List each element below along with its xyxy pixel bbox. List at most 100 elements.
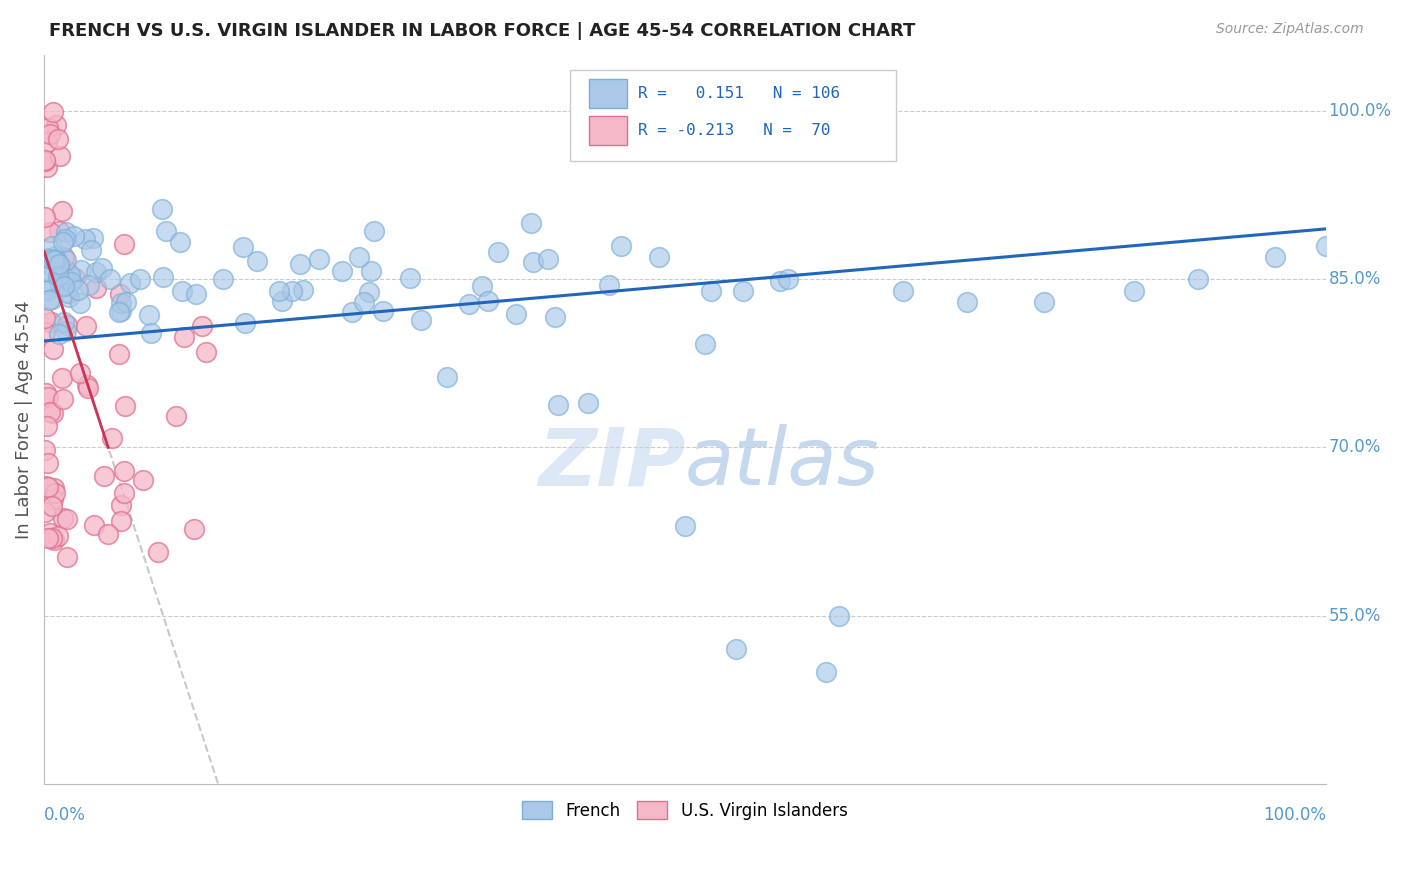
Point bbox=[62, 229, 84, 244]
Point bbox=[76, 378, 98, 392]
Point bbox=[42, 492, 65, 507]
Point bbox=[58, 268, 80, 282]
Point bbox=[112, 464, 135, 478]
Point bbox=[48, 224, 70, 238]
Point bbox=[138, 308, 160, 322]
Bar bbox=[589, 116, 627, 145]
Point bbox=[48, 259, 70, 273]
Point bbox=[110, 304, 132, 318]
Legend: French, U.S. Virgin Islanders: French, U.S. Virgin Islanders bbox=[516, 795, 855, 826]
Point bbox=[60, 275, 83, 289]
Point bbox=[48, 132, 70, 146]
Point bbox=[37, 456, 59, 470]
Point bbox=[35, 252, 58, 266]
Point bbox=[51, 371, 73, 385]
Point bbox=[34, 505, 56, 519]
Point bbox=[110, 295, 132, 310]
Point bbox=[576, 395, 599, 409]
Text: 85.0%: 85.0% bbox=[1329, 270, 1381, 288]
Point bbox=[118, 276, 141, 290]
Point bbox=[828, 608, 851, 623]
Text: R = -0.213   N =  70: R = -0.213 N = 70 bbox=[637, 123, 830, 137]
Point bbox=[45, 119, 67, 133]
Point bbox=[776, 272, 799, 286]
Point bbox=[48, 327, 70, 342]
Point bbox=[52, 511, 75, 525]
Point bbox=[152, 269, 174, 284]
Point bbox=[267, 284, 290, 298]
Point bbox=[41, 500, 63, 514]
Point bbox=[543, 310, 565, 324]
Point bbox=[37, 531, 59, 545]
Point bbox=[353, 295, 375, 310]
Point bbox=[769, 274, 792, 288]
Point bbox=[191, 319, 214, 334]
Point bbox=[34, 153, 56, 168]
Point bbox=[100, 272, 122, 286]
Point bbox=[69, 296, 91, 310]
Point bbox=[97, 527, 120, 541]
Text: 55.0%: 55.0% bbox=[1329, 607, 1381, 624]
Point bbox=[76, 380, 98, 394]
Point bbox=[35, 281, 58, 295]
Point bbox=[46, 269, 69, 284]
Point bbox=[270, 293, 292, 308]
Point bbox=[155, 224, 177, 238]
Point bbox=[42, 406, 65, 420]
Point bbox=[34, 211, 56, 225]
Point bbox=[80, 244, 103, 258]
Point bbox=[37, 135, 59, 149]
Point bbox=[673, 519, 696, 533]
Point bbox=[165, 409, 187, 423]
Point bbox=[52, 278, 75, 293]
Point bbox=[132, 473, 155, 487]
Point bbox=[114, 400, 136, 414]
Point bbox=[891, 284, 914, 298]
Point bbox=[1032, 294, 1054, 309]
Point bbox=[42, 261, 65, 276]
Point bbox=[37, 391, 59, 405]
Point bbox=[41, 532, 63, 546]
Point bbox=[363, 224, 385, 238]
Point bbox=[35, 263, 58, 277]
Point bbox=[55, 324, 77, 338]
Point bbox=[58, 290, 80, 304]
Point bbox=[1122, 284, 1144, 298]
Point bbox=[83, 517, 105, 532]
Text: 70.0%: 70.0% bbox=[1329, 439, 1381, 457]
Point bbox=[41, 315, 63, 329]
Point bbox=[37, 121, 59, 136]
Point bbox=[75, 231, 97, 245]
Point bbox=[1187, 272, 1209, 286]
Point bbox=[246, 253, 269, 268]
Point bbox=[44, 481, 66, 495]
Point bbox=[45, 253, 67, 268]
Point bbox=[184, 287, 207, 301]
Point bbox=[648, 250, 671, 264]
Bar bbox=[589, 79, 627, 108]
Point bbox=[290, 257, 312, 271]
Point bbox=[110, 286, 132, 301]
Point bbox=[505, 307, 527, 321]
Point bbox=[67, 283, 90, 297]
Point bbox=[695, 337, 717, 351]
Point bbox=[1315, 238, 1337, 252]
Point bbox=[347, 250, 370, 264]
Point bbox=[69, 366, 91, 380]
Point bbox=[34, 442, 56, 457]
Point bbox=[150, 202, 173, 216]
Point bbox=[41, 252, 63, 266]
Point bbox=[194, 345, 217, 359]
Point bbox=[44, 485, 66, 500]
Text: R =   0.151   N = 106: R = 0.151 N = 106 bbox=[637, 87, 839, 102]
Point bbox=[170, 284, 193, 298]
Point bbox=[44, 249, 66, 263]
Point bbox=[112, 486, 135, 500]
Point bbox=[44, 533, 66, 548]
Point bbox=[169, 235, 191, 249]
Point bbox=[357, 285, 380, 300]
Point bbox=[547, 398, 569, 412]
Point bbox=[35, 284, 58, 298]
Point bbox=[35, 160, 58, 174]
Point bbox=[35, 419, 58, 434]
